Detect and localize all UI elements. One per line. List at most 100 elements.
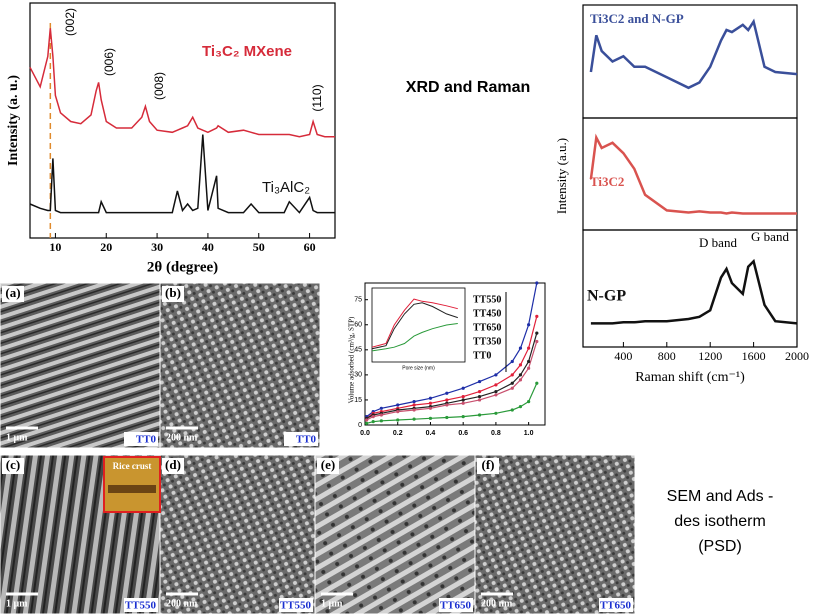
data-point	[518, 373, 523, 377]
x-tick-label: 50	[253, 240, 265, 254]
sample-tag: TT650	[440, 600, 472, 612]
data-point	[396, 403, 400, 407]
series-label: Ti3C2	[590, 174, 624, 189]
data-point	[379, 413, 383, 417]
data-point	[527, 366, 531, 370]
y-axis-label: Volume adsorbed (cm³/g, STP)	[348, 316, 356, 403]
data-point	[535, 281, 539, 285]
data-point	[527, 359, 531, 364]
data-point	[365, 418, 369, 422]
data-point	[461, 415, 465, 419]
data-point	[412, 408, 416, 412]
sample-tag: TT0	[296, 434, 317, 446]
x-tick-label: 400	[614, 349, 632, 363]
y-axis-label: Intensity (a. u.)	[6, 75, 21, 166]
photo-inset	[103, 456, 161, 513]
y-axis-label: Intensity (a.u.)	[554, 138, 569, 214]
data-point	[518, 378, 523, 382]
panel-label: (e)	[321, 457, 335, 472]
data-point	[527, 400, 531, 404]
x-tick-label: 0.8	[491, 430, 501, 437]
panel-label-bg	[162, 286, 184, 302]
legend-label: TT650	[473, 322, 501, 333]
data-line	[589, 133, 797, 215]
y-tick-label: 60	[354, 322, 362, 329]
data-point	[365, 421, 369, 425]
data-line	[366, 282, 538, 418]
sample-tag-bg	[124, 598, 158, 612]
data-line	[29, 28, 335, 138]
panel-label-bg	[162, 458, 184, 474]
x-axis-label: Raman shift (cm⁻¹)	[635, 370, 745, 385]
data-point	[518, 363, 523, 367]
x-tick-label: 10	[49, 240, 61, 254]
y-tick-label: 75	[354, 297, 362, 304]
panel-frame	[582, 229, 798, 348]
series-label: Ti3C2 and N-GP	[590, 11, 684, 26]
scale-label: 1 μm	[6, 432, 28, 443]
plot-frame	[364, 282, 546, 426]
panel-label-bg	[317, 458, 339, 474]
x-tick-label: 1200	[698, 349, 722, 363]
data-point	[371, 420, 375, 424]
y-tick-label: 0	[358, 422, 362, 429]
sem-image	[0, 282, 161, 449]
panel-label: (a)	[5, 285, 20, 300]
sem-image	[474, 454, 636, 614]
panel-label: (d)	[165, 457, 181, 472]
data-point	[396, 410, 400, 414]
legend-label: TT350	[473, 336, 501, 347]
x-tick-label: 800	[658, 349, 676, 363]
data-point	[396, 418, 400, 422]
data-point	[461, 398, 465, 402]
legend-label: TT0	[473, 350, 491, 361]
series-label: N-GP	[587, 288, 626, 305]
data-point	[445, 403, 449, 407]
data-point	[461, 401, 465, 405]
y-tick-label: 45	[354, 347, 362, 354]
x-axis-label: 2θ (degree)	[147, 259, 218, 275]
sample-tag-bg	[439, 598, 473, 612]
y-tick-label: 15	[354, 397, 362, 404]
sem-image	[159, 454, 316, 614]
data-point	[477, 395, 482, 399]
x-tick-label: 0.6	[458, 430, 468, 437]
x-tick-label: 30	[151, 240, 163, 254]
data-point	[477, 389, 482, 394]
photo-label: Rice crust	[113, 461, 152, 471]
data-line	[371, 298, 458, 348]
data-point	[527, 323, 531, 327]
panel-label: (c)	[6, 457, 20, 472]
data-point	[535, 314, 539, 319]
data-point	[510, 408, 514, 412]
sample-tag-bg	[284, 432, 318, 446]
scale-label: 200 nm	[166, 432, 198, 443]
x-tick-label: 1.0	[524, 430, 534, 437]
panel-label-bg	[2, 458, 24, 474]
data-point	[535, 381, 539, 385]
data-point	[428, 416, 433, 420]
x-tick-label: 2000	[785, 349, 809, 363]
data-line	[371, 302, 458, 350]
data-point	[412, 417, 416, 421]
peak-label: (008)	[152, 72, 166, 100]
data-point	[428, 401, 433, 405]
data-point	[445, 415, 449, 420]
x-tick-label: 0.0	[360, 430, 370, 437]
heading: (PSD)	[698, 538, 742, 555]
photo-inset-layer	[108, 485, 156, 493]
sample-tag: TT550	[125, 600, 157, 612]
data-point	[477, 379, 482, 384]
data-point	[535, 339, 539, 344]
plot-frame	[29, 2, 336, 239]
data-point	[535, 331, 539, 335]
series-label: Ti₃C₂ MXene	[202, 43, 292, 60]
inset-frame	[371, 287, 466, 363]
data-point	[518, 346, 523, 350]
scale-label: 1 μm	[321, 598, 343, 609]
data-point	[477, 398, 482, 402]
data-point	[445, 398, 449, 402]
data-point	[477, 413, 482, 417]
data-point	[510, 381, 514, 385]
